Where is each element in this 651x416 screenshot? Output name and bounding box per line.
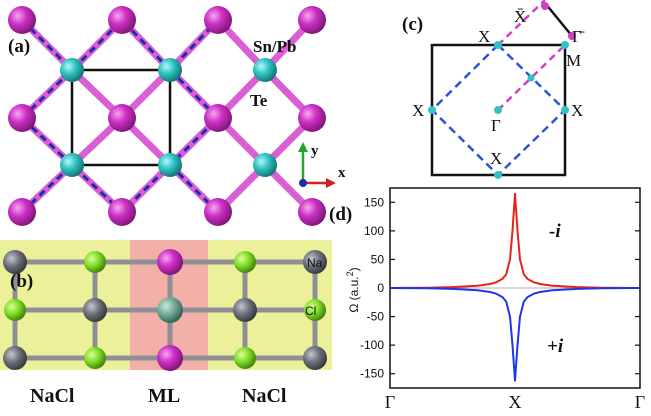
atom-te bbox=[158, 153, 182, 177]
sn-pb-label: Sn/Pb bbox=[253, 37, 296, 56]
atom-sn-pb bbox=[108, 6, 136, 34]
gamma-point: Γ bbox=[491, 116, 501, 135]
panel-b-label: (b) bbox=[10, 271, 33, 292]
x-point-left: X bbox=[412, 101, 424, 120]
atom-sn-pb bbox=[298, 198, 326, 226]
gammabar-point: Γ̄ bbox=[572, 27, 585, 46]
atom-sn-pb bbox=[108, 104, 136, 132]
x-point-bottom: X bbox=[490, 149, 502, 168]
atom-sn-pb bbox=[157, 345, 183, 371]
atom-cl bbox=[84, 251, 106, 273]
y-tick-label: -150 bbox=[360, 367, 384, 381]
atom-sn-pb bbox=[204, 198, 232, 226]
na-label: Na bbox=[307, 256, 323, 270]
series-plus-i-line bbox=[389, 287, 641, 382]
panel-b: (b) Na Cl NaCl ML NaCl bbox=[0, 240, 332, 407]
y-tick-label: 50 bbox=[371, 252, 385, 266]
chart-curves bbox=[389, 192, 641, 382]
atom-sn-pb bbox=[8, 198, 36, 226]
y-ticks: 150 100 50 0 -50 -100 -150 bbox=[360, 195, 640, 381]
atom-te bbox=[158, 58, 182, 82]
panel-a-atoms bbox=[8, 6, 326, 226]
axis-x-label: x bbox=[338, 165, 346, 181]
panel-c: (c) X X X X M Γ X̄ Γ̄ bbox=[402, 0, 585, 179]
nacl-right-label: NaCl bbox=[242, 385, 287, 407]
cl-label: Cl bbox=[305, 304, 316, 318]
xy-axes-icon: y x bbox=[298, 142, 346, 188]
atom-cl bbox=[234, 251, 256, 273]
atom-sn-pb bbox=[298, 6, 326, 34]
atom-na bbox=[83, 298, 107, 322]
atom-sn-pb bbox=[204, 104, 232, 132]
atom-sn-pb bbox=[8, 104, 36, 132]
atom-te bbox=[253, 153, 277, 177]
panel-a-label: (a) bbox=[8, 36, 30, 57]
axis-y-label: y bbox=[311, 143, 319, 159]
atom-cl bbox=[304, 299, 326, 321]
atom-sn-pb bbox=[157, 249, 183, 275]
m-point: M bbox=[566, 51, 581, 70]
atom-te bbox=[157, 297, 183, 323]
x-tick-label: Γ bbox=[385, 392, 395, 412]
y-tick-label: 100 bbox=[364, 224, 384, 238]
x-point-top: X bbox=[478, 27, 490, 46]
x-point-right: X bbox=[571, 101, 583, 120]
series-minus-i-line bbox=[389, 192, 641, 289]
y-tick-label: -50 bbox=[367, 310, 385, 324]
x-tick-label: Γ bbox=[635, 392, 645, 412]
atom-te bbox=[60, 153, 84, 177]
atom-sn-pb bbox=[298, 104, 326, 132]
ml-label: ML bbox=[148, 385, 180, 407]
y-tick-label: 150 bbox=[364, 195, 384, 209]
panel-a: (a) Sn/Pb Te y x bbox=[8, 6, 346, 226]
atom-te bbox=[253, 58, 277, 82]
minus-i-label: -i bbox=[549, 221, 561, 242]
atom-sn-pb bbox=[8, 6, 36, 34]
atom-sn-pb bbox=[204, 6, 232, 34]
nacl-left-label: NaCl bbox=[30, 385, 75, 407]
panel-d: (d) 150 100 50 0 -50 -100 -150 Γ X Γ Ω (a.u.2) -… bbox=[329, 187, 645, 412]
atom-na bbox=[3, 250, 27, 274]
atom-sn-pb bbox=[108, 198, 136, 226]
atom-cl bbox=[84, 347, 106, 369]
atom-na bbox=[3, 346, 27, 370]
x-tick-label: X bbox=[509, 392, 522, 412]
panel-c-label: (c) bbox=[402, 14, 423, 35]
y-tick-label: -100 bbox=[360, 338, 384, 352]
panel-d-label: (d) bbox=[329, 204, 352, 225]
atom-na bbox=[303, 346, 327, 370]
atom-na bbox=[233, 298, 257, 322]
plus-i-label: +i bbox=[547, 336, 564, 357]
xbar-point: X̄ bbox=[514, 7, 526, 26]
te-label: Te bbox=[250, 91, 268, 110]
atom-te bbox=[60, 58, 84, 82]
atom-cl bbox=[4, 299, 26, 321]
y-tick-label: 0 bbox=[377, 281, 384, 295]
y-axis-label: Ω (a.u.2) bbox=[345, 267, 361, 312]
atom-na bbox=[303, 250, 327, 274]
atom-cl bbox=[234, 347, 256, 369]
